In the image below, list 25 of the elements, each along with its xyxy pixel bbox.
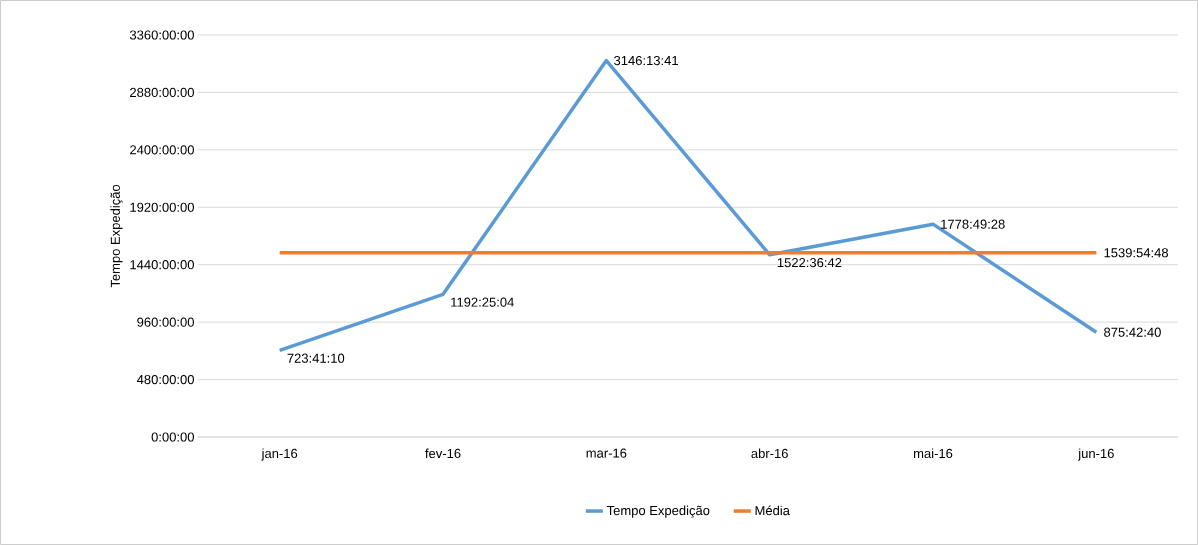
y-tick-label: 480:00:00 <box>136 374 194 385</box>
x-tick-label: mar-16 <box>586 448 627 458</box>
x-tick-label: mai-16 <box>914 448 953 459</box>
y-tick-label: 2880:00:00 <box>130 87 194 98</box>
x-tick-label: abr-16 <box>751 448 788 459</box>
x-tick-label: fev-16 <box>425 448 461 459</box>
data-label: 723:41:10 <box>287 353 345 363</box>
y-tick-label: 3360:00:00 <box>129 30 194 40</box>
data-label: 875:42:40 <box>1104 327 1161 337</box>
data-label: 3146:13:41 <box>614 55 678 66</box>
data-label: 1778:49:28 <box>941 219 1005 229</box>
data-label: 1192:25:04 <box>451 297 514 307</box>
line-series <box>277 58 1099 353</box>
y-axis-title: Tempo Expedição <box>110 184 123 288</box>
x-tick-label: jun-16 <box>1077 448 1114 461</box>
data-label: 1522:36:42 <box>777 258 842 268</box>
legend-label: Média <box>755 505 790 516</box>
x-tick-label: jan-16 <box>261 448 298 461</box>
data-label: 1539:54:48 <box>1104 248 1169 258</box>
y-tick-label: 2400:00:00 <box>130 145 194 155</box>
y-tick-label: 1920:00:00 <box>130 202 194 212</box>
y-tick-label: 1440:00:00 <box>130 260 194 270</box>
y-tick-label: 0:00:00 <box>151 432 194 442</box>
y-tick-label: 960:00:00 <box>137 317 194 327</box>
legend-label: Tempo Expedição <box>606 505 710 518</box>
